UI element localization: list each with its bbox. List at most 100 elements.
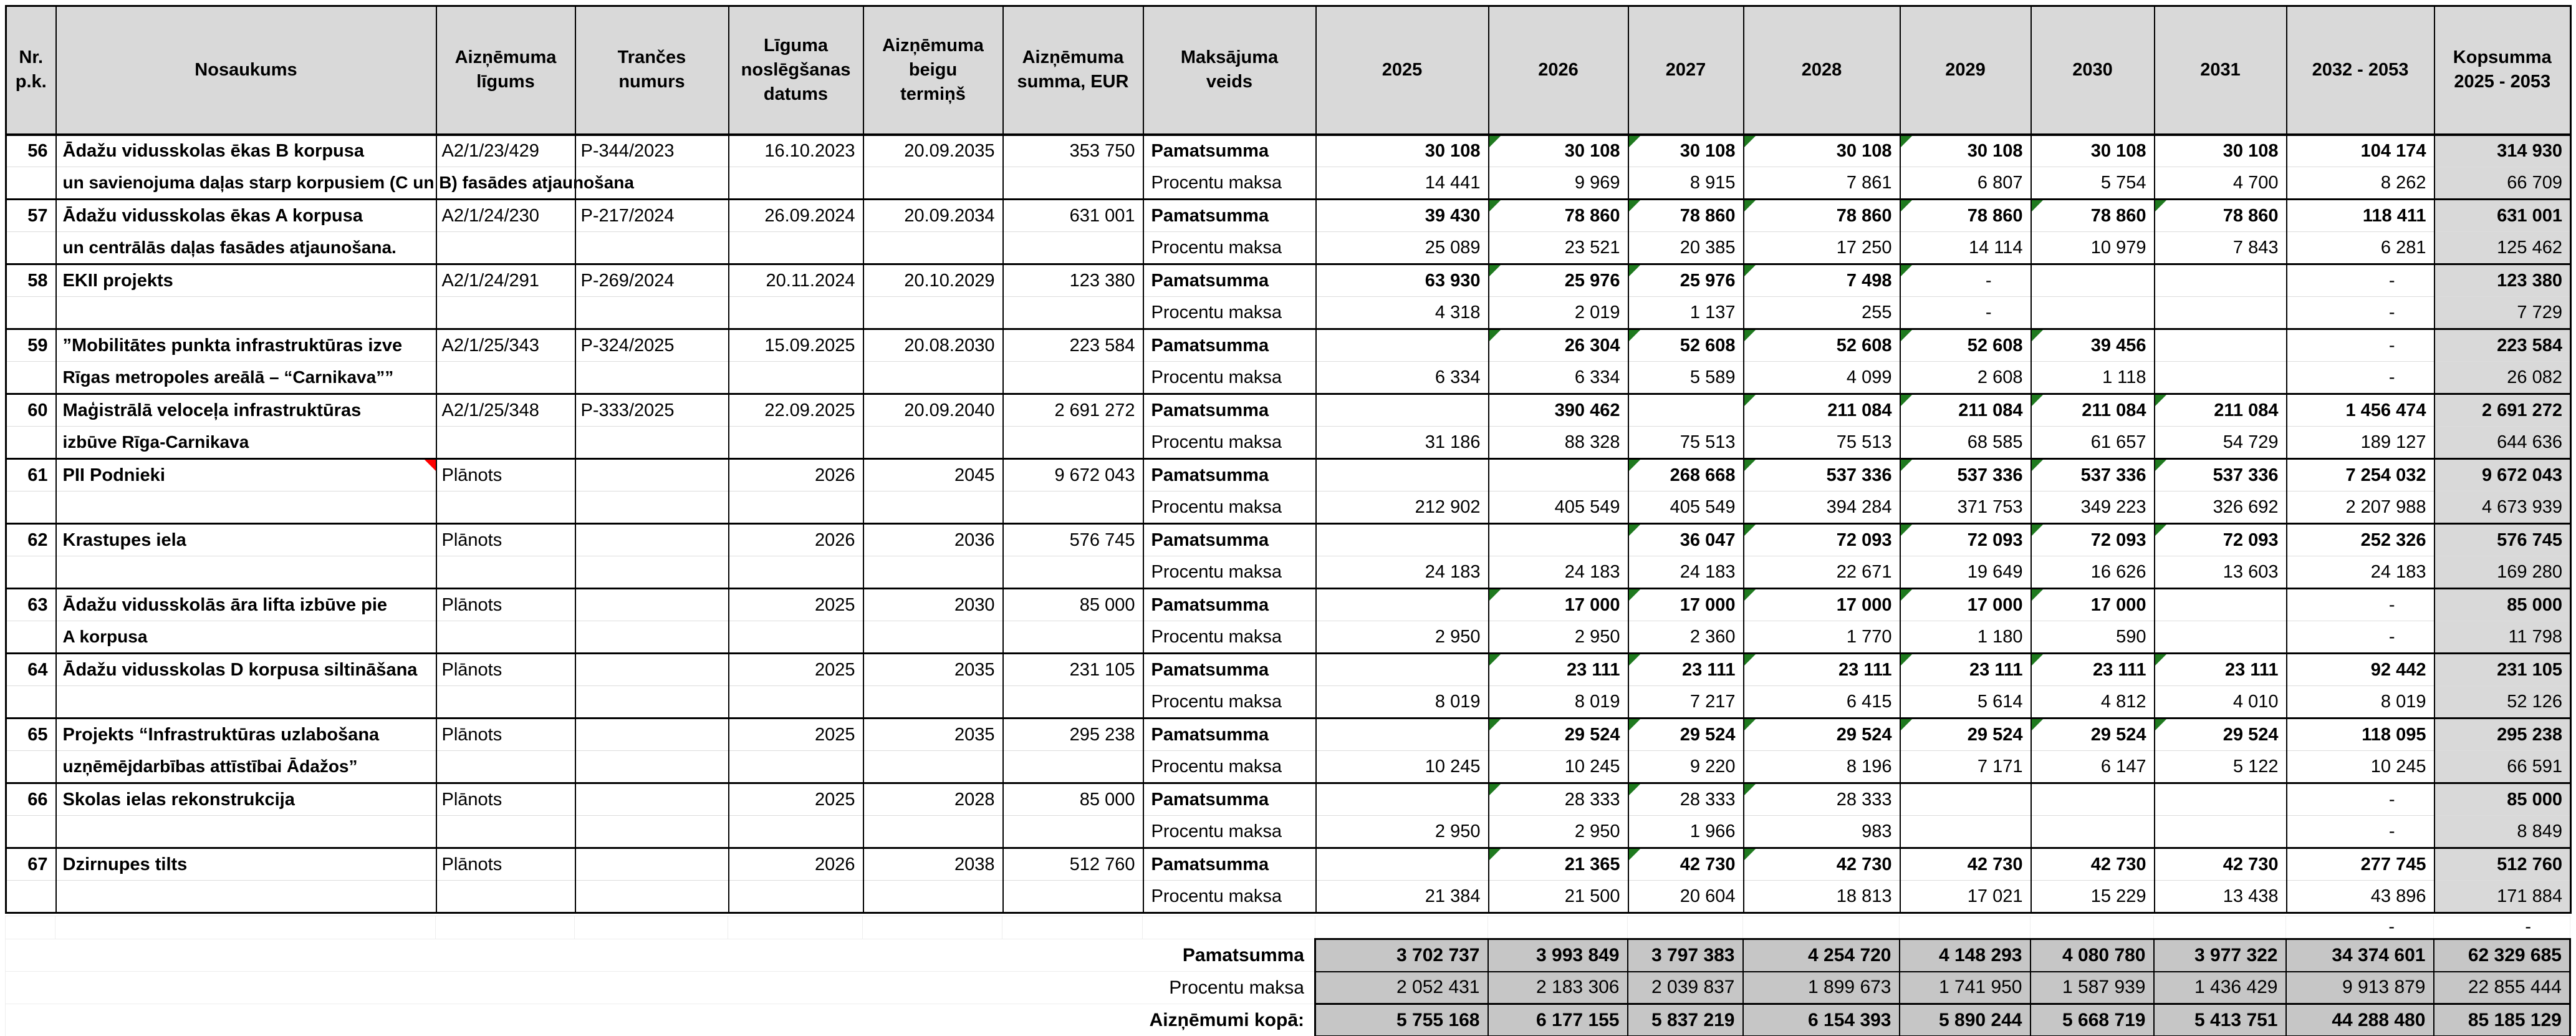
cell-year-value[interactable]: 19 649 — [1899, 556, 2032, 589]
cell-year-value[interactable]: 6 281 — [2285, 231, 2435, 264]
cell-kopsumma[interactable]: 123 380 — [2433, 263, 2572, 297]
cell-year-value[interactable]: 9 220 — [1627, 750, 1744, 783]
cell-loan-name[interactable]: Maģistrālā veloceļa infrastruktūras — [55, 393, 437, 427]
totals-value[interactable]: 62 329 685 — [2433, 938, 2571, 972]
cell-year-value[interactable]: 2 950 — [1315, 621, 1489, 654]
cell-year-value[interactable]: 4 700 — [2153, 167, 2287, 200]
cell-year-value[interactable]: 189 127 — [2285, 426, 2435, 459]
cell-empty[interactable] — [862, 426, 1004, 459]
cell-year-value[interactable]: 104 174 — [2285, 133, 2435, 167]
cell-loan-name2[interactable] — [55, 556, 437, 589]
cell-year-value[interactable] — [1487, 523, 1629, 556]
cell-termins[interactable]: 20.09.2040 — [862, 393, 1004, 427]
cell-year-value[interactable]: 10 245 — [1315, 750, 1489, 783]
cell-payment-type[interactable]: Pamatsumma — [1142, 847, 1317, 881]
cell-payment-type[interactable]: Pamatsumma — [1142, 198, 1317, 232]
cell-year-value[interactable] — [2030, 296, 2155, 329]
cell-loan-nr[interactable] — [5, 491, 57, 524]
cell-year-value[interactable]: 42 730 — [1742, 847, 1901, 881]
cell-year-value[interactable]: 21 384 — [1315, 880, 1489, 913]
cell-year-value[interactable] — [1315, 393, 1489, 427]
cell-empty[interactable] — [1002, 685, 1144, 719]
cell-year-value[interactable] — [1315, 523, 1489, 556]
cell-loan-nr[interactable]: 64 — [5, 652, 57, 686]
cell-empty[interactable] — [574, 685, 729, 719]
totals-value[interactable]: 6 154 393 — [1742, 1003, 1900, 1036]
cell-payment-type[interactable]: Procentu maksa — [1142, 880, 1317, 913]
cell-year-value[interactable]: - — [2285, 328, 2435, 362]
cell-trance[interactable] — [574, 588, 729, 621]
cell-payment-type[interactable]: Procentu maksa — [1142, 231, 1317, 264]
cell-year-value[interactable]: 29 524 — [2153, 717, 2287, 751]
cell-year-value[interactable]: 42 730 — [1899, 847, 2032, 881]
cell-year-value[interactable]: 2 950 — [1487, 621, 1629, 654]
cell-year-value[interactable]: 52 608 — [1742, 328, 1901, 362]
cell-empty[interactable] — [574, 296, 729, 329]
cell-year-value[interactable]: 24 183 — [1627, 556, 1744, 589]
cell-loan-nr[interactable]: 65 — [5, 717, 57, 751]
cell-kopsumma[interactable]: 231 105 — [2433, 652, 2572, 686]
cell-year-value[interactable]: 17 000 — [1742, 588, 1901, 621]
cell-summa[interactable]: 85 000 — [1002, 782, 1144, 816]
cell-datums[interactable]: 26.09.2024 — [728, 198, 864, 232]
cell-year-value[interactable] — [2030, 782, 2155, 816]
cell-empty[interactable] — [728, 880, 864, 913]
cell-year-value[interactable]: 30 108 — [1742, 133, 1901, 167]
totals-value[interactable]: 3 797 383 — [1627, 938, 1744, 972]
cell-empty[interactable] — [1142, 916, 1315, 939]
cell-loan-nr[interactable]: 57 — [5, 198, 57, 232]
cell-year-value[interactable]: - — [1899, 296, 2032, 329]
cell-loan-name[interactable]: EKII projekts — [55, 263, 437, 297]
cell-year-value[interactable] — [1315, 847, 1489, 881]
cell-kopsumma[interactable]: 314 930 — [2433, 133, 2572, 167]
cell-year-value[interactable]: 268 668 — [1627, 458, 1744, 491]
cell-loan-name[interactable]: Ādažu vidusskolas ēkas B korpusa — [55, 133, 437, 167]
cell-loan-name[interactable]: Krastupes iela — [55, 523, 437, 556]
cell-year-value[interactable]: 2 950 — [1487, 815, 1629, 848]
cell-year-value[interactable]: 6 334 — [1315, 361, 1489, 394]
col-2028[interactable]: 2028 — [1742, 5, 1901, 136]
cell-year-value[interactable]: 10 979 — [2030, 231, 2155, 264]
cell-payment-type[interactable]: Pamatsumma — [1142, 782, 1317, 816]
totals-value[interactable]: 2 183 306 — [1487, 971, 1628, 1005]
cell-year-value[interactable] — [2153, 621, 2287, 654]
cell-year-value[interactable]: 7 171 — [1899, 750, 2032, 783]
cell-empty[interactable] — [862, 491, 1004, 524]
cell-empty[interactable] — [574, 815, 729, 848]
cell-year-value[interactable]: 1 118 — [2030, 361, 2155, 394]
cell-empty[interactable] — [862, 556, 1004, 589]
cell-empty[interactable] — [435, 621, 576, 654]
col-2025[interactable]: 2025 — [1315, 5, 1489, 136]
cell-summa[interactable]: 123 380 — [1002, 263, 1144, 297]
cell-year-value[interactable]: 13 438 — [2153, 880, 2287, 913]
cell-year-value[interactable]: 5 754 — [2030, 167, 2155, 200]
cell-year-value[interactable]: 29 524 — [1899, 717, 2032, 751]
cell-trance[interactable]: P-269/2024 — [574, 263, 729, 297]
cell-loan-nr[interactable] — [5, 556, 57, 589]
cell-year-value[interactable]: 78 860 — [1899, 198, 2032, 232]
cell-empty[interactable] — [1002, 880, 1144, 913]
cell-year-value[interactable]: 211 084 — [2030, 393, 2155, 427]
cell-year-value[interactable]: 25 976 — [1487, 263, 1629, 297]
cell-termins[interactable]: 2028 — [862, 782, 1004, 816]
cell-payment-type[interactable]: Procentu maksa — [1142, 685, 1317, 719]
cell-empty[interactable] — [574, 916, 728, 939]
cell-loan-name2[interactable]: uzņēmējdarbības attīstībai Ādažos” — [55, 750, 437, 783]
col-nr[interactable]: Nr. p.k. — [5, 5, 57, 136]
cell-termins[interactable]: 20.09.2034 — [862, 198, 1004, 232]
cell-year-value[interactable]: 22 671 — [1742, 556, 1901, 589]
cell-year-value[interactable]: 39 456 — [2030, 328, 2155, 362]
cell-kopsumma[interactable]: 631 001 — [2433, 198, 2572, 232]
cell-year-value[interactable] — [2153, 782, 2287, 816]
cell-loan-nr[interactable] — [5, 361, 57, 394]
cell-kopsumma[interactable]: 7 729 — [2433, 296, 2572, 329]
cell-year-value[interactable]: 4 318 — [1315, 296, 1489, 329]
cell-kopsumma[interactable]: 11 798 — [2433, 621, 2572, 654]
cell-year-value[interactable]: 42 730 — [2153, 847, 2287, 881]
cell-empty[interactable] — [1002, 231, 1144, 264]
cell-empty[interactable] — [574, 426, 729, 459]
cell-year-value[interactable]: 23 111 — [2030, 652, 2155, 686]
cell-year-value[interactable]: 4 812 — [2030, 685, 2155, 719]
cell-year-value[interactable]: 20 385 — [1627, 231, 1744, 264]
cell-year-value[interactable]: 20 604 — [1627, 880, 1744, 913]
